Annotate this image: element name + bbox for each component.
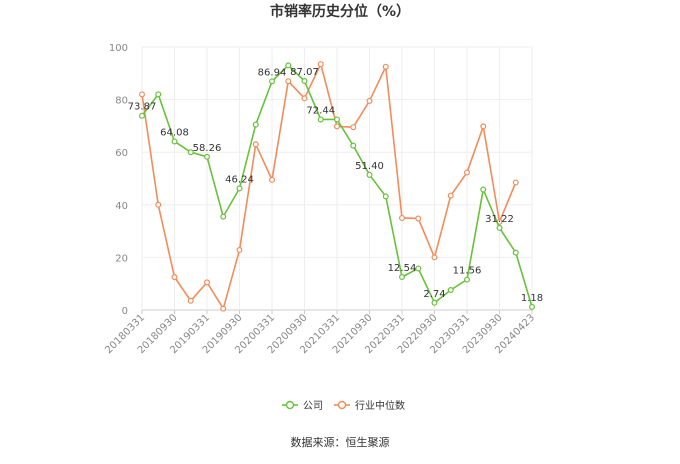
- data-point: [301, 95, 308, 102]
- source-note: 数据来源：恒生聚源: [291, 435, 390, 449]
- data-point: [171, 138, 178, 145]
- data-labels: 73.87 64.08 58.26 46.24 86.94 87.07 72.44 51.40…: [128, 67, 543, 304]
- data-point: [334, 116, 341, 123]
- legend-label: 行业中位数: [355, 399, 405, 412]
- data-point: [155, 91, 162, 98]
- data-point: [464, 276, 471, 283]
- data-point: [464, 169, 471, 176]
- y-tick-label: 60: [115, 148, 128, 159]
- data-point: [447, 287, 454, 294]
- y-tick-label: 20: [115, 253, 128, 264]
- data-label: 73.87: [128, 102, 157, 113]
- data-point: [480, 123, 487, 130]
- data-label: 11.56: [453, 266, 482, 277]
- data-label: 72.44: [306, 105, 335, 116]
- y-axis: 0 20 40 60 80 100: [109, 43, 128, 317]
- data-point: [382, 63, 389, 70]
- data-point: [139, 112, 146, 119]
- data-point: [139, 91, 146, 98]
- data-point: [236, 185, 243, 192]
- data-label: 1.18: [521, 293, 543, 304]
- data-point: [220, 305, 227, 312]
- y-tick-label: 80: [115, 96, 128, 107]
- data-point: [204, 279, 211, 286]
- data-point: [269, 78, 276, 85]
- data-point: [187, 149, 194, 156]
- chart-title: 市销率历史分位（%）: [270, 3, 410, 20]
- data-point: [285, 62, 292, 69]
- data-point: [431, 254, 438, 261]
- y-tick-label: 40: [115, 201, 128, 212]
- data-point: [447, 192, 454, 199]
- data-point: [252, 141, 259, 148]
- data-point: [269, 176, 276, 183]
- data-point: [366, 97, 373, 104]
- data-label: 31.22: [485, 214, 514, 225]
- data-label: 46.24: [225, 174, 254, 185]
- data-label: 86.94: [258, 67, 287, 78]
- data-point: [236, 247, 243, 254]
- data-label: 2.74: [423, 289, 445, 300]
- data-point: [382, 193, 389, 200]
- grid: [141, 46, 533, 311]
- series-layer: [139, 61, 535, 312]
- data-point: [528, 303, 535, 310]
- data-point: [480, 186, 487, 193]
- data-point: [334, 123, 341, 130]
- legend-marker: [337, 400, 347, 410]
- data-point: [496, 224, 503, 231]
- data-point: [317, 61, 324, 68]
- data-point: [415, 265, 422, 272]
- legend: 公司 行业中位数: [282, 399, 405, 412]
- data-label: 87.07: [290, 67, 319, 78]
- data-label: 12.54: [388, 263, 417, 274]
- data-point: [350, 124, 357, 131]
- data-point: [285, 78, 292, 85]
- data-point: [366, 171, 373, 178]
- data-point: [512, 179, 519, 186]
- data-point: [317, 116, 324, 123]
- data-point: [350, 142, 357, 149]
- data-label: 51.40: [355, 161, 384, 172]
- data-point: [155, 201, 162, 208]
- data-point: [220, 213, 227, 220]
- data-point: [171, 274, 178, 281]
- data-point: [187, 297, 194, 304]
- data-point: [399, 214, 406, 221]
- legend-label: 公司: [303, 401, 323, 412]
- data-point: [415, 215, 422, 222]
- data-point: [204, 153, 211, 160]
- data-label: 64.08: [160, 127, 189, 138]
- data-label: 58.26: [193, 143, 222, 154]
- x-axis: 2018033120180930201903312019093020200331…: [103, 310, 537, 356]
- data-point: [301, 78, 308, 85]
- legend-marker: [285, 400, 295, 410]
- y-tick-label: 0: [122, 306, 128, 317]
- data-point: [399, 274, 406, 281]
- data-point: [512, 249, 519, 256]
- y-tick-label: 100: [109, 43, 128, 54]
- data-point: [431, 299, 438, 306]
- series-line-1: [141, 63, 517, 310]
- data-point: [252, 121, 259, 128]
